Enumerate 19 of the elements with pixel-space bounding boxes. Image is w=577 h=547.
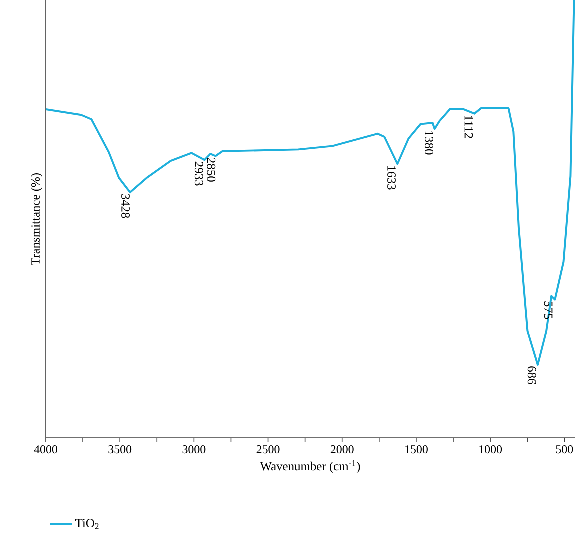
- x-axis-title: Wavenumber (cm$^{-1}$): [260, 460, 360, 474]
- annotation: 2850: [207, 158, 216, 182]
- annotation: 1380: [425, 131, 434, 155]
- x-tick-label: 4000: [34, 446, 58, 454]
- x-tick-label: 1000: [480, 446, 502, 454]
- annotation: 3428: [122, 194, 130, 218]
- annotation: 1112: [464, 116, 474, 138]
- x-tick-label: 500: [556, 446, 574, 454]
- annotation: 575: [544, 302, 553, 320]
- annotation: 2933: [194, 162, 204, 186]
- x-tick-label: 2000: [330, 446, 354, 454]
- legend-label: TiO$_{2}$: [75, 519, 99, 530]
- x-tick-label: 3500: [108, 446, 132, 454]
- y-axis-title: Transmittance (%): [31, 174, 42, 266]
- annotation: 686: [528, 366, 536, 384]
- x-tick-label: 3000: [182, 446, 206, 454]
- x-tick-label: 2500: [256, 446, 280, 454]
- annotation: 1633: [388, 166, 396, 190]
- x-tick-label: 1500: [406, 446, 428, 454]
